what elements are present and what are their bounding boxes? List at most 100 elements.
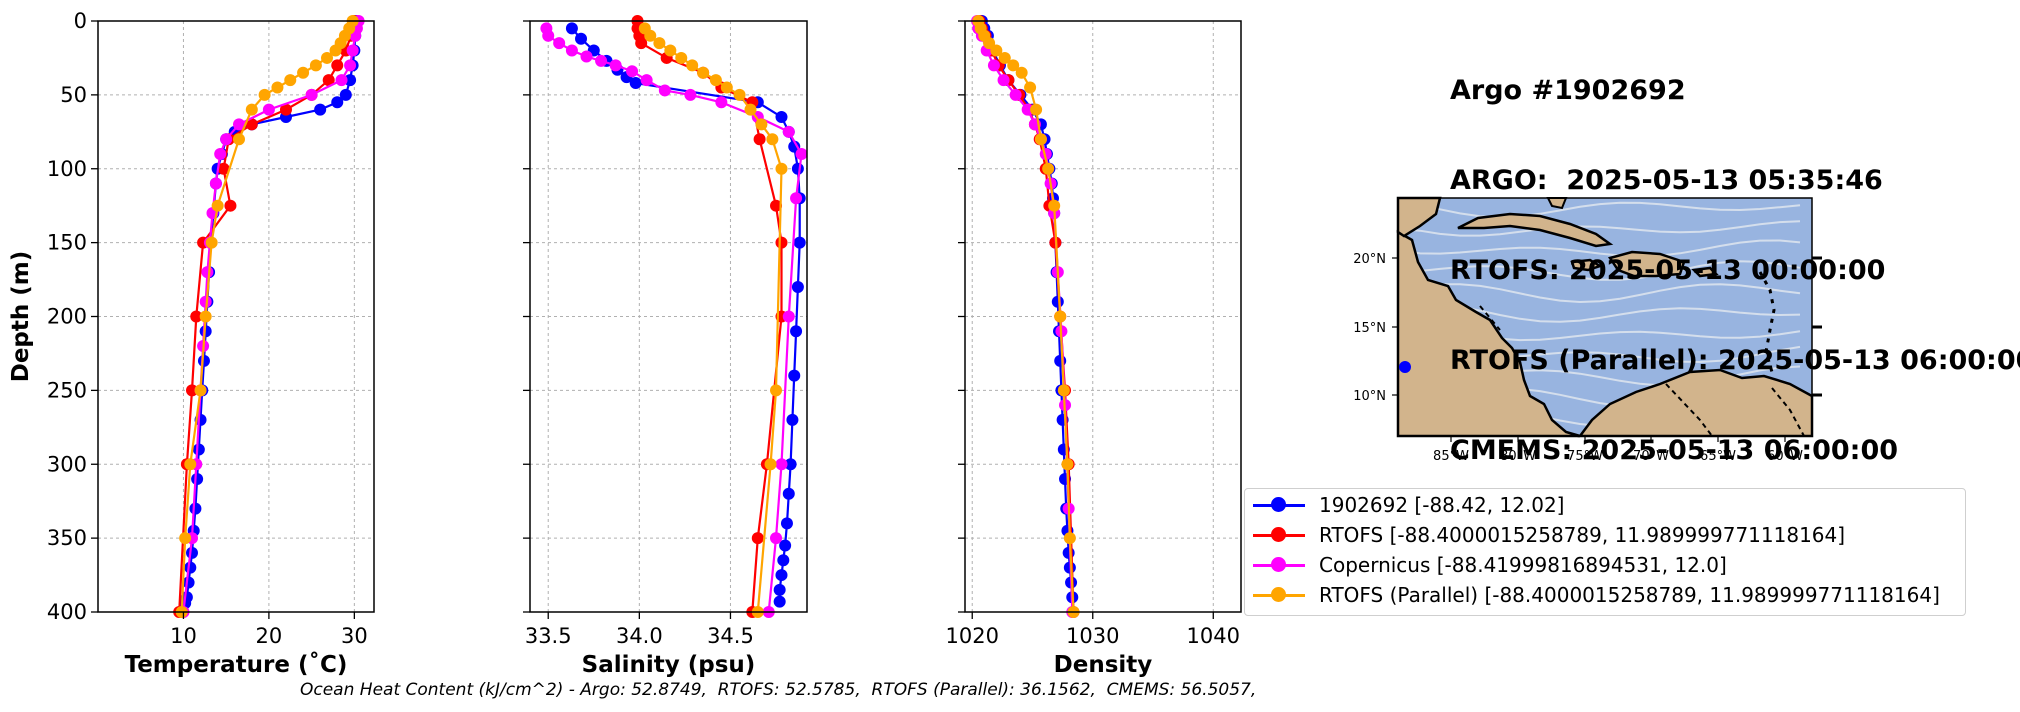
data-point <box>279 103 292 116</box>
data-point <box>609 59 622 72</box>
legend-label: RTOFS [-88.4000015258789, 11.98999977111… <box>1319 523 1846 547</box>
data-point <box>784 458 797 471</box>
data-point <box>191 473 204 486</box>
data-point <box>990 44 1003 57</box>
data-point <box>1030 103 1043 116</box>
x-tick-label: 33.5 <box>525 624 572 648</box>
float-position-marker <box>1399 361 1411 373</box>
data-point <box>331 96 344 109</box>
info-cmems-time: CMEMS: 2025-05-13 06:00:00 <box>1450 435 1899 466</box>
data-point <box>580 50 593 63</box>
data-point <box>770 384 783 397</box>
x-tick-label: 34.5 <box>707 624 754 648</box>
legend-label: 1902692 [-88.42, 12.02] <box>1319 493 1565 517</box>
data-point <box>987 59 1000 72</box>
map-lon-label: 65°W <box>1700 449 1736 464</box>
data-point <box>790 192 803 205</box>
data-point <box>214 147 227 160</box>
x-tick-label: 30 <box>341 624 368 648</box>
legend-swatch <box>1253 581 1305 609</box>
data-point <box>335 74 348 87</box>
x-tick-label: 1030 <box>1066 624 1119 648</box>
data-point <box>184 458 197 471</box>
data-point <box>635 37 648 50</box>
data-point <box>1051 295 1064 308</box>
data-point <box>220 133 233 146</box>
x-axis-label: Temperature (˚C) <box>125 651 348 678</box>
data-point <box>344 74 357 87</box>
data-point <box>751 532 764 545</box>
panel-3: 1020 1030 1040 Density <box>946 15 1242 678</box>
ocean-heat-content-caption: Ocean Heat Content (kJ/cm^2) - Argo: 52.… <box>300 680 1257 700</box>
y-tick-label: 0 <box>74 9 87 33</box>
map-land-hispaniola <box>1607 250 1686 278</box>
data-point <box>779 539 792 552</box>
data-point <box>542 29 555 42</box>
map-border-dashes <box>1479 305 1805 437</box>
x-tick-label: 10 <box>170 624 197 648</box>
legend-entry-rtofs: RTOFS [-88.4000015258789, 11.98999977111… <box>1253 521 1845 549</box>
data-point <box>1057 384 1070 397</box>
data-point <box>1007 59 1020 72</box>
data-point <box>1042 162 1055 175</box>
legend-entry-rtofs-parallel: RTOFS (Parallel) [-88.4000015258789, 11.… <box>1253 581 1940 609</box>
legend-swatch <box>1253 551 1305 579</box>
panel-2: 33.5 34.0 34.5 Salinity (psu) <box>523 15 808 678</box>
data-point <box>1015 66 1028 79</box>
data-point <box>626 65 639 78</box>
data-point <box>664 44 677 57</box>
map-frame <box>1397 197 1813 437</box>
data-point <box>197 354 210 367</box>
map-streamline <box>1399 239 1801 258</box>
y-tick-label: 250 <box>47 378 87 402</box>
data-point <box>179 532 192 545</box>
data-point <box>1063 532 1076 545</box>
series-rtofs-parallel- <box>972 15 1080 618</box>
data-point <box>1054 310 1067 323</box>
data-point <box>339 88 352 101</box>
data-point <box>791 162 804 175</box>
data-point <box>201 266 214 279</box>
data-point <box>194 384 207 397</box>
data-point <box>788 140 801 153</box>
data-point <box>998 51 1011 64</box>
data-point <box>764 458 777 471</box>
data-point <box>997 74 1010 87</box>
data-point <box>331 59 344 72</box>
map-lat-label: 20°N <box>1353 252 1386 267</box>
series-rtofs-parallel- <box>175 15 359 618</box>
map-land-mexico-central-america <box>1396 229 1581 438</box>
data-point <box>199 295 212 308</box>
y-axis-label: Depth (m) <box>8 251 34 383</box>
map-lat-label: 10°N <box>1353 389 1386 404</box>
map-land-cuba <box>1457 212 1614 248</box>
data-point <box>209 177 222 190</box>
x-tick-label: 1020 <box>946 624 999 648</box>
y-tick-label: 300 <box>47 452 87 476</box>
map-lat-label: 15°N <box>1353 321 1386 336</box>
legend-label: Copernicus [-88.41999816894531, 12.0] <box>1319 553 1727 577</box>
data-point <box>686 59 699 72</box>
data-point <box>314 103 327 116</box>
series-rtofs-parallel- <box>638 22 788 618</box>
data-point <box>709 74 722 87</box>
series-line <box>178 20 356 613</box>
data-point <box>232 133 245 146</box>
data-point <box>755 118 768 131</box>
profile-info-block: Argo #1902692 ARGO: 2025-05-13 05:35:46 … <box>1450 16 2020 496</box>
data-point <box>217 162 230 175</box>
series-1902692 <box>565 22 806 608</box>
data-point <box>284 74 297 87</box>
data-point <box>575 32 588 45</box>
data-point <box>775 458 788 471</box>
y-tick-label: 200 <box>47 305 87 329</box>
data-point <box>983 37 996 50</box>
data-point <box>258 88 271 101</box>
data-point <box>245 103 258 116</box>
data-point <box>205 236 218 249</box>
data-point <box>793 236 806 249</box>
data-point <box>744 103 757 116</box>
data-point <box>329 44 342 57</box>
x-axis-label: Density <box>1054 652 1153 678</box>
